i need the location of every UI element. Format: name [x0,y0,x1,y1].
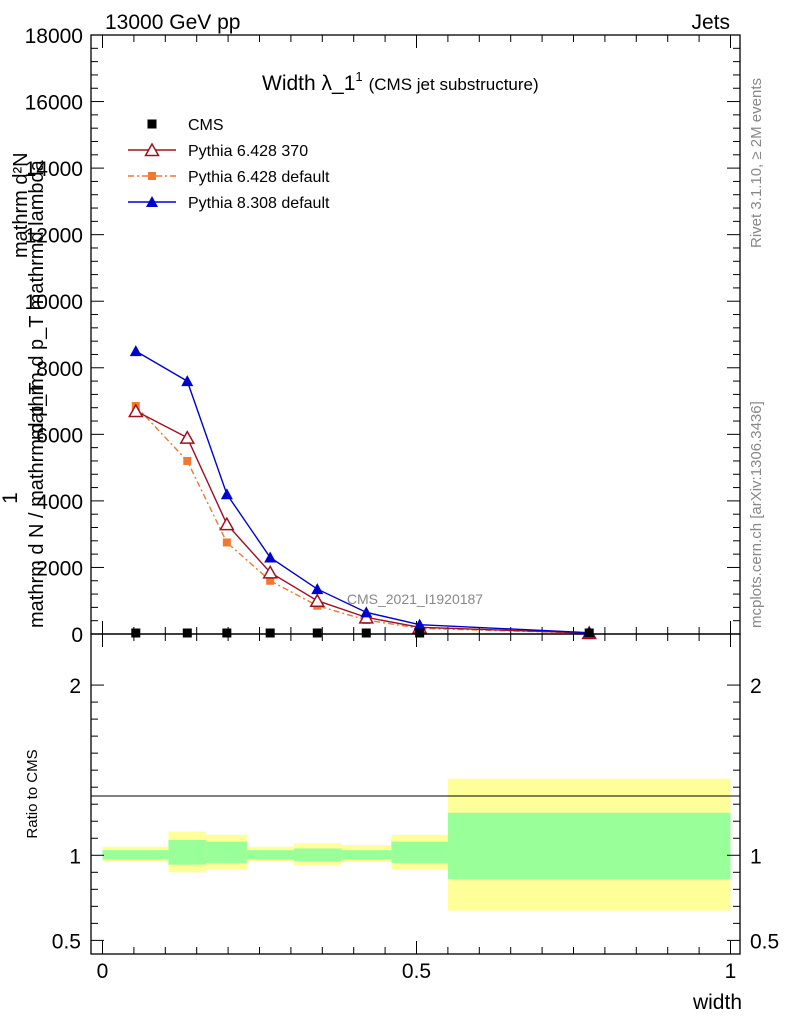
point-pythia6-default [183,456,192,465]
ratio-axis-ticks [91,634,740,954]
ylabel-numerator: mathrm d²N [10,152,32,258]
analysis-watermark: CMS_2021_I1920187 [347,591,483,607]
point-pythia8-default [220,488,233,500]
x-axis-label: width [692,991,742,1014]
legend-marker [147,119,157,129]
ratio-band-inner [168,839,207,865]
main-ytick-label: 18000 [25,25,83,48]
point-pythia8-default [413,618,426,630]
ratio-band-inner [246,850,295,860]
ratio-ytick-label: 2 [69,675,81,698]
chart-title: Width λ_11 (CMS jet substructure) [262,69,539,95]
ratio-band-inner [447,812,731,880]
main-ytick-label: 2000 [36,557,83,580]
point-cms [415,628,425,638]
main-ytick-label: 12000 [25,225,83,248]
chart-title-sup: 1 [355,69,362,84]
legend-marker [144,142,160,157]
series-line-pythia6-default [135,405,590,634]
point-pythia8-default [181,375,194,387]
series-line-pythia8-default [135,350,590,634]
main-ytick-label: 14000 [25,158,83,181]
legend-label: Pythia 6.428 default [188,169,330,186]
ratio-y-tick-labels: 0.5 0.5 1 1 2 2 [52,675,779,953]
chart-subtitle: (CMS jet substructure) [369,75,539,94]
ratio-ytick-label-right: 1 [750,845,762,868]
source-label: mcplots.cern.ch [arXiv:1306.3436] [748,401,765,628]
ratio-band-inner [341,850,392,860]
ratio-ytick-label: 1 [69,845,81,868]
chart-title-main: Width λ_1 [262,72,355,95]
series-cms [131,628,594,638]
ratio-ytick-label: 0.5 [52,930,81,953]
main-y-label: 1 mathrm d N / mathrm d p_T mathrm d²N m… [0,152,48,628]
point-cms [182,628,192,638]
point-pythia8-default [360,606,373,618]
main-ytick-label: 0 [71,624,83,647]
point-cms [361,628,371,638]
point-pythia6-default [266,576,275,585]
ratio-band-inner [391,841,448,863]
energy-label: 13000 GeV pp [105,11,240,34]
ratio-x-tick-labels: 0 0.5 1 [97,960,737,983]
main-panel: 0 2000 4000 6000 8000 10000 12000 14000 16000 180… [25,25,741,647]
legend-entry-pythia6-default: Pythia 6.428 default [128,169,330,186]
point-cms [265,628,275,638]
rivet-label: Rivet 3.1.10, ≥ 2M events [748,78,765,248]
point-pythia6-370 [127,403,144,418]
point-pythia6-370 [179,430,196,444]
legend: CMS Pythia 6.428 370 Pythia 6.428 default P… [128,117,330,212]
main-ytick-label: 4000 [36,491,83,514]
point-cms [312,628,322,638]
point-pythia6-370 [219,516,235,531]
main-ytick-label: 16000 [25,92,83,115]
point-cms [222,628,232,638]
series-line-pythia6-370 [135,410,590,634]
group-label: Jets [691,11,730,34]
ratio-bands [102,778,731,911]
main-ytick-label: 10000 [25,291,83,314]
point-pythia8-default [129,345,142,357]
main-ytick-label: 6000 [36,424,83,447]
point-pythia6-370 [309,593,326,607]
point-pythia8-default [311,583,324,595]
ratio-band-inner [102,850,169,860]
main-axis-ticks [91,34,740,635]
ylabel-prefix-den: mathrm d N / mathrm d p_T [26,382,48,628]
ylabel-prefix-num: 1 [0,492,22,504]
ratio-y-label: Ratio to CMS [24,749,41,838]
legend-entry-pythia8-default: Pythia 8.308 default [128,195,330,212]
point-pythia8-default [264,551,277,563]
legend-label: Pythia 8.308 default [188,195,330,212]
point-cms [131,628,141,638]
legend-entry-pythia6-370: Pythia 6.428 370 [128,142,308,160]
ratio-band-inner [294,848,342,862]
legend-label: CMS [188,117,224,134]
ratio-frame [90,633,741,955]
ratio-ytick-label-right: 2 [750,675,762,698]
legend-entry-cms: CMS [147,117,224,134]
ratio-panel: 0.5 0.51 12 2 0 0.5 1 [52,633,779,983]
legend-marker [146,196,158,207]
point-cms [584,628,594,638]
main-ytick-label: 8000 [36,358,83,381]
main-y-tick-labels: 0 2000 4000 6000 8000 10000 12000 14000 16000 180… [25,25,83,647]
ylabel-denominator: mathrm d p_T mathrmd lambda [26,159,48,440]
ratio-ytick-label-right: 0.5 [750,930,779,953]
ratio-xtick-label: 0.5 [402,960,431,983]
ratio-xtick-label: 1 [725,960,737,983]
ratio-xtick-label: 0 [97,960,109,983]
legend-label: Pythia 6.428 370 [188,143,308,160]
main-series-layer [127,345,597,640]
legend-marker [148,172,156,180]
point-pythia6-default [222,538,231,547]
point-pythia6-370 [262,564,278,579]
ratio-band-inner [206,841,247,863]
